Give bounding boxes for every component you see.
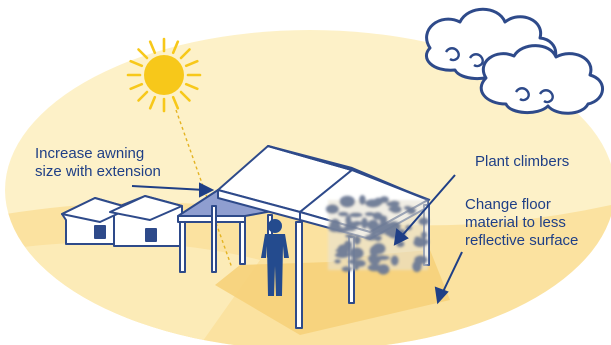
foliage-leaf xyxy=(325,204,339,214)
foliage-leaf xyxy=(345,233,355,239)
foliage-leaf xyxy=(412,260,422,273)
foliage-leaf xyxy=(334,259,341,264)
sun-ray xyxy=(129,82,144,91)
plant-arrow xyxy=(399,174,456,239)
foliage-leaf xyxy=(349,247,364,260)
foliage-leaf xyxy=(371,225,387,235)
sun-ray xyxy=(179,48,191,60)
sunlight-ray xyxy=(175,109,233,269)
foliage-leaf xyxy=(329,218,341,231)
person-icon xyxy=(261,219,289,296)
foliage-leaf xyxy=(420,231,428,239)
awning-label-line1: Increase awning xyxy=(35,145,144,162)
sun-icon xyxy=(126,37,202,113)
foliage-leaf xyxy=(419,238,429,246)
foliage-leaf xyxy=(367,235,383,241)
awning-label-line2: size with extension xyxy=(35,163,161,180)
foliage-leaf xyxy=(338,211,349,217)
sun-ray xyxy=(179,90,191,102)
foliage-leaf xyxy=(353,235,361,245)
foliage-leaf xyxy=(365,199,381,208)
foliage-leaf xyxy=(345,215,352,225)
sun-ray xyxy=(129,59,144,68)
sun-ray xyxy=(148,40,157,55)
floor-arrow xyxy=(440,251,463,297)
sun-ray xyxy=(137,48,149,60)
sun-ray xyxy=(171,40,180,55)
foliage-leaf xyxy=(388,206,401,212)
sun-ray xyxy=(184,59,199,68)
background-houses xyxy=(61,195,183,247)
foliage-leaf xyxy=(406,207,417,215)
cloud-icon xyxy=(424,7,604,115)
foliage-leaf xyxy=(371,242,386,255)
floor-label-line1: Change floor xyxy=(465,196,551,213)
foliage-leaf xyxy=(353,259,366,267)
foliage-leaf xyxy=(375,255,390,261)
floor-label-line3: reflective surface xyxy=(465,232,578,249)
foliage-leaf xyxy=(364,212,375,217)
foliage-leaf xyxy=(341,266,352,272)
sun-ray xyxy=(171,95,180,110)
foliage-leaf xyxy=(386,201,397,207)
sun-ray xyxy=(184,82,199,91)
foliage-leaf xyxy=(352,220,362,226)
foliage-leaf xyxy=(343,198,350,203)
floor-label-line2: material to less xyxy=(465,214,566,231)
foliage-leaf xyxy=(387,221,401,232)
annotation-arrows xyxy=(131,174,463,305)
plant-climbers-label: Plant climbers xyxy=(475,153,569,170)
foliage-leaf xyxy=(361,217,368,229)
foliage-leaf xyxy=(377,264,390,275)
foliage-leaf xyxy=(390,255,399,266)
awning-arrow xyxy=(131,185,206,191)
foliage-leaf xyxy=(337,244,349,256)
foliage-leaf xyxy=(418,217,429,226)
plant-climbers xyxy=(325,195,429,275)
foliage-leaf xyxy=(349,212,363,218)
foliage-leaf xyxy=(377,215,388,222)
sun-ray xyxy=(137,90,149,102)
sun-ray xyxy=(148,95,157,110)
foliage-leaf xyxy=(359,195,366,205)
